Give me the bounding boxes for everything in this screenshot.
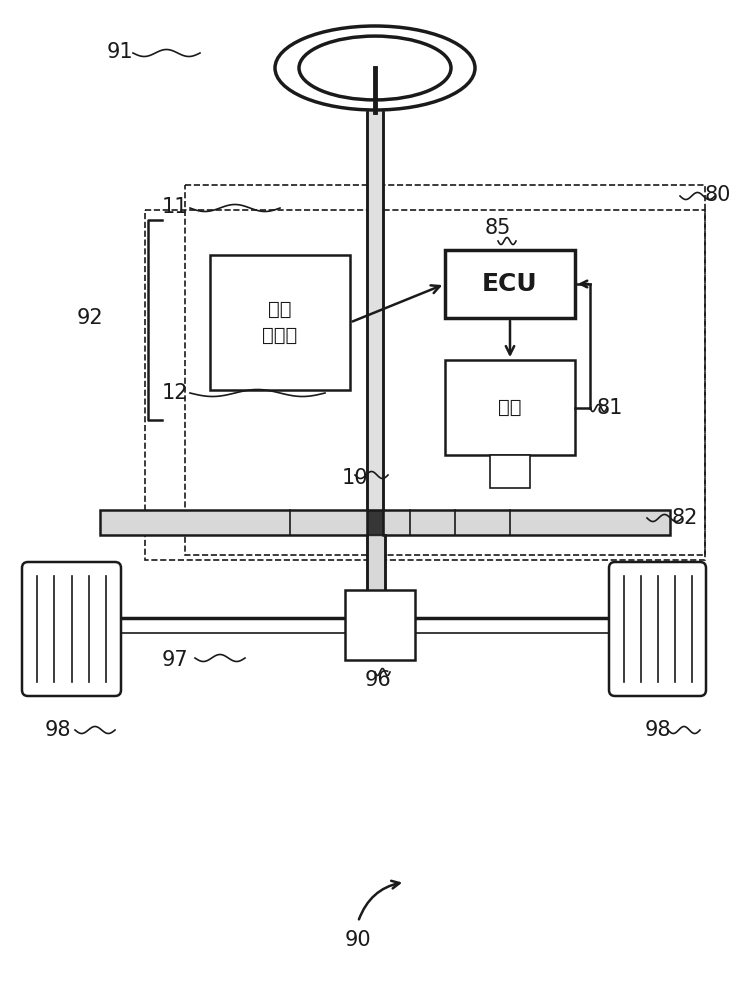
Text: 11: 11 bbox=[162, 197, 188, 217]
Bar bbox=[445, 360, 575, 455]
Bar bbox=[490, 455, 530, 488]
Text: 电机: 电机 bbox=[498, 398, 522, 417]
FancyBboxPatch shape bbox=[22, 562, 121, 696]
Bar bbox=[185, 185, 705, 555]
Bar bbox=[445, 250, 575, 318]
Bar bbox=[210, 255, 350, 390]
Text: 90: 90 bbox=[345, 930, 372, 950]
Text: 82: 82 bbox=[672, 508, 698, 528]
Text: 92: 92 bbox=[76, 308, 103, 328]
Text: 91: 91 bbox=[106, 42, 133, 62]
Text: 81: 81 bbox=[597, 398, 623, 418]
Text: 80: 80 bbox=[705, 185, 731, 205]
Bar bbox=[345, 590, 415, 660]
FancyBboxPatch shape bbox=[609, 562, 706, 696]
Text: 12: 12 bbox=[162, 383, 188, 403]
Bar bbox=[145, 210, 705, 560]
Text: 扮矩
传感器: 扮矩 传感器 bbox=[262, 300, 297, 345]
Text: ECU: ECU bbox=[482, 272, 538, 296]
Text: 98: 98 bbox=[45, 720, 71, 740]
Text: 97: 97 bbox=[162, 650, 188, 670]
Text: 10: 10 bbox=[342, 468, 369, 488]
Text: 98: 98 bbox=[645, 720, 671, 740]
Text: 85: 85 bbox=[485, 218, 511, 238]
Bar bbox=[100, 510, 670, 535]
Text: 96: 96 bbox=[365, 670, 392, 690]
